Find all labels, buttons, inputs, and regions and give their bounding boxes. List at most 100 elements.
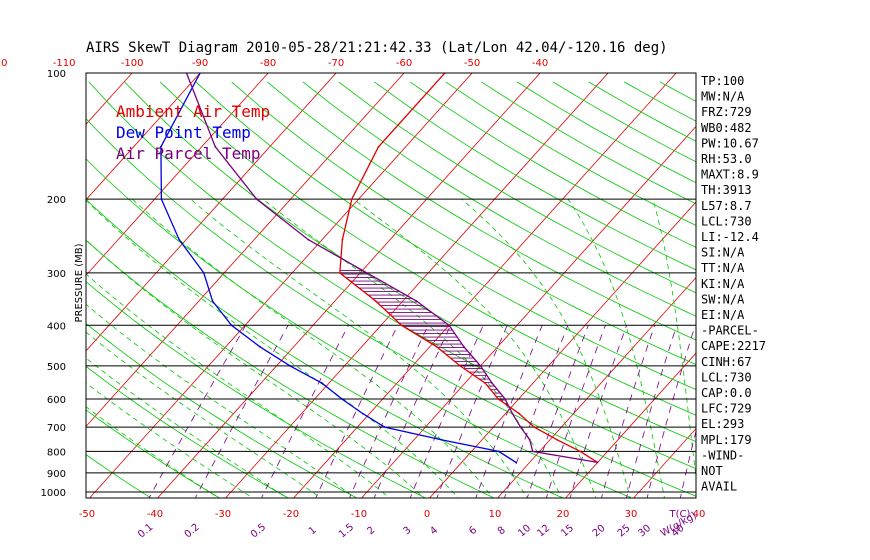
moist-adiabat-line bbox=[353, 198, 597, 498]
bottom-temp-tick-label: 30 bbox=[625, 509, 638, 520]
isotherm-line bbox=[86, 73, 337, 352]
top-temp-tick-label: -60 bbox=[396, 58, 412, 69]
sounding-index-label: LCL:730 bbox=[701, 214, 752, 228]
sounding-index-label: MW:N/A bbox=[701, 90, 745, 104]
isotherm-line bbox=[497, 276, 696, 498]
mixing-ratio-line bbox=[194, 325, 289, 498]
legend-entry: Ambient Air Temp bbox=[116, 102, 270, 121]
mixing-ratio-line bbox=[601, 325, 655, 498]
bottom-temp-tick-label: -20 bbox=[283, 509, 299, 520]
moist-adiabat-line bbox=[86, 331, 322, 498]
series-point-2 bbox=[504, 398, 506, 400]
isotherm-line bbox=[429, 201, 696, 498]
sounding-index-label: EI:N/A bbox=[701, 308, 745, 322]
isotherm-line bbox=[767, 64, 870, 501]
top-temp-tick-label: -120 bbox=[0, 58, 7, 69]
isotherm-line bbox=[361, 125, 696, 498]
series-point-2 bbox=[366, 272, 368, 274]
series-point-0 bbox=[338, 272, 341, 274]
series-point-1 bbox=[321, 382, 323, 385]
mixing-ratio-tick-label: 4 bbox=[428, 525, 440, 538]
moist-adiabat-line bbox=[86, 382, 254, 498]
series-point-0 bbox=[518, 412, 521, 415]
series-point-1 bbox=[160, 145, 162, 148]
series-point-1 bbox=[341, 398, 343, 400]
sounding-index-label: WB0:482 bbox=[701, 121, 752, 135]
plot-frame bbox=[85, 72, 697, 499]
dry-adiabat-line bbox=[445, 81, 696, 226]
sounding-index-label: AVAIL bbox=[701, 480, 737, 494]
dry-adiabat-line bbox=[124, 81, 696, 443]
bottom-temp-tick-label: -10 bbox=[351, 509, 367, 520]
pressure-tick-label: 800 bbox=[47, 447, 66, 458]
dry-adiabat-line bbox=[231, 81, 696, 365]
legend: Ambient Air Temp Dew Point Temp Air Parcel… bbox=[116, 102, 270, 163]
temp-unit-label: T(C) bbox=[669, 509, 691, 520]
sounding-index-label: L57:8.7 bbox=[701, 199, 752, 213]
pressure-tick-label: 700 bbox=[47, 423, 66, 434]
dry-adiabat-line bbox=[86, 118, 696, 497]
sounding-index-label: LFC:729 bbox=[701, 402, 752, 416]
mixing-ratio-line bbox=[679, 429, 696, 498]
series-line-2 bbox=[185, 73, 598, 464]
mixing-ratio-line bbox=[626, 325, 678, 498]
series-point-0 bbox=[374, 300, 377, 302]
mixing-ratio-tick-label: 8 bbox=[496, 525, 508, 538]
mixing-ratio-line bbox=[475, 325, 543, 498]
dry-adiabat-line bbox=[374, 81, 696, 271]
series-point-2 bbox=[511, 412, 514, 415]
series-point-1 bbox=[160, 198, 163, 201]
moist-adiabat-line bbox=[132, 198, 494, 498]
sounding-index-label: EL:293 bbox=[701, 417, 744, 431]
legend-entry: Dew Point Temp bbox=[116, 123, 251, 142]
mixing-ratio-tick-label: 0.5 bbox=[249, 522, 268, 541]
chart-title: AIRS SkewT Diagram 2010-05-28/21:21:42.3… bbox=[86, 40, 668, 56]
moist-adiabat-line bbox=[652, 198, 696, 481]
sounding-index-label: CAP:0.0 bbox=[701, 386, 752, 400]
series-point-1 bbox=[202, 272, 205, 274]
mixing-ratio-tick-label: 25 bbox=[616, 523, 633, 540]
pressure-tick-label: 200 bbox=[47, 195, 66, 206]
dry-adiabat-line bbox=[0, 82, 18, 501]
moist-adiabat-line bbox=[86, 239, 425, 498]
moist-adiabat-line bbox=[190, 198, 528, 498]
sounding-index-label: FRZ:729 bbox=[701, 105, 752, 119]
series-point-2 bbox=[415, 300, 418, 302]
series-point-2 bbox=[531, 450, 534, 453]
mixing-ratio-tick-label: 12 bbox=[535, 523, 552, 540]
dry-adiabat-line bbox=[302, 81, 696, 317]
sounding-index-label: KI:N/A bbox=[701, 277, 745, 291]
isotherm-line bbox=[0, 64, 5, 501]
series-point-1 bbox=[383, 426, 386, 428]
mixing-ratio-tick-label: 6 bbox=[467, 525, 479, 538]
sounding-index-label: CINH:67 bbox=[701, 355, 752, 369]
pressure-tick-label: 1000 bbox=[41, 488, 66, 499]
mixing-ratio-tick-label: 0.2 bbox=[183, 522, 202, 541]
bottom-temp-tick-label: 40 bbox=[693, 509, 706, 520]
mixing-ratio-tick-label: 15 bbox=[559, 523, 576, 540]
mixing-ratio-tick-label: 20 bbox=[591, 523, 608, 540]
top-temp-tick-label: -50 bbox=[464, 58, 480, 69]
dry-adiabat-line bbox=[195, 81, 696, 391]
top-temp-tick-label: -90 bbox=[192, 58, 208, 69]
series-point-2 bbox=[596, 461, 599, 464]
pressure-tick-label: 600 bbox=[47, 395, 66, 406]
dry-adiabat-line bbox=[86, 281, 427, 498]
series-point-1 bbox=[497, 450, 500, 453]
moist-adiabat-line bbox=[86, 406, 220, 498]
dry-adiabat-line bbox=[86, 198, 564, 498]
bottom-temp-tick-label: 0 bbox=[424, 509, 430, 520]
series-point-1 bbox=[258, 345, 261, 348]
moist-adiabat-line bbox=[86, 199, 459, 498]
series-point-0 bbox=[533, 426, 536, 428]
series-point-0 bbox=[484, 382, 487, 385]
sounding-index-label: RH:53.0 bbox=[701, 152, 752, 166]
series-point-2 bbox=[479, 365, 482, 367]
series-point-1 bbox=[361, 412, 364, 415]
dry-adiabat-line bbox=[86, 365, 290, 498]
sounding-index-label: -PARCEL- bbox=[701, 324, 759, 338]
series-point-1 bbox=[230, 324, 233, 327]
series-point-0 bbox=[350, 198, 353, 201]
pressure-tick-label: 300 bbox=[47, 269, 66, 280]
mixing-ratio-tick-label: 2 bbox=[365, 525, 377, 538]
